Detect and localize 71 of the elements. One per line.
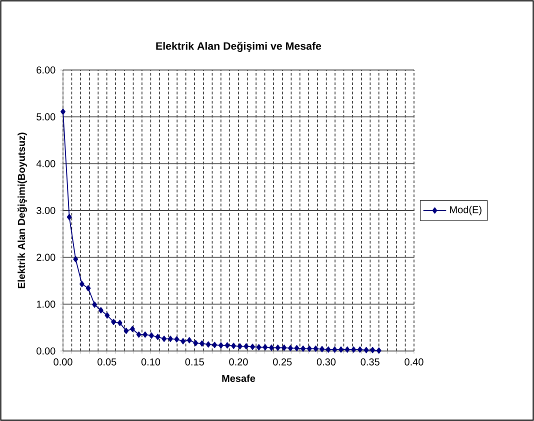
y-tick-label: 6.00 [36, 66, 56, 74]
point [357, 346, 362, 353]
x-tick-label: 0.10 [141, 358, 160, 366]
point [282, 344, 287, 351]
x-axis-title: Mesafe [222, 374, 256, 382]
point [200, 340, 204, 347]
point [104, 312, 110, 319]
point [370, 346, 376, 354]
y-tick-label: 3.00 [36, 206, 56, 214]
point [92, 301, 98, 308]
point [313, 346, 318, 352]
point [288, 345, 293, 352]
point [117, 320, 122, 326]
point [351, 346, 356, 353]
point [275, 344, 280, 351]
point [79, 280, 84, 288]
x-tick-label: 0.15 [185, 358, 204, 366]
x-tick-label: 0.05 [98, 358, 116, 366]
point [306, 346, 312, 352]
point [250, 344, 256, 350]
point [376, 347, 382, 354]
point [148, 332, 154, 339]
point [320, 346, 325, 352]
point [180, 338, 186, 344]
y-tick-label: 1.00 [36, 300, 56, 308]
x-tick-label: 0.30 [316, 358, 336, 366]
point [269, 344, 274, 351]
point [212, 342, 218, 348]
y-axis-title: Elektrik Alan Değişimi(Boyutsuz) [18, 132, 27, 288]
point [60, 108, 66, 115]
point [186, 337, 192, 344]
point [130, 326, 135, 332]
point [168, 336, 173, 342]
point [326, 346, 331, 353]
y-tick-label: 2.00 [36, 254, 56, 261]
point [244, 343, 249, 350]
point [344, 346, 350, 353]
point [300, 346, 306, 352]
point [231, 342, 236, 349]
point [364, 346, 369, 354]
x-tick-label: 0.40 [404, 358, 424, 366]
point [162, 336, 167, 342]
point [73, 256, 78, 262]
point [218, 342, 224, 349]
y-tick-label: 4.00 [36, 160, 56, 168]
point [193, 340, 198, 346]
x-tick-label: 0.20 [229, 358, 248, 366]
point [142, 331, 148, 338]
point [155, 334, 160, 340]
point [294, 345, 300, 352]
x-tick-label: 0.00 [54, 358, 72, 366]
point [136, 331, 142, 338]
x-tick-label: 0.35 [360, 358, 380, 366]
chart-title: Elektrik Alan Değişimi ve Mesafe [156, 42, 322, 52]
y-tick-label: 5.00 [36, 113, 56, 120]
point [256, 344, 262, 350]
point [262, 344, 268, 350]
point [206, 341, 211, 348]
point [338, 346, 344, 353]
point [124, 328, 129, 334]
point [174, 336, 180, 342]
y-tick-label: 0.00 [36, 347, 56, 355]
point [111, 318, 116, 326]
point [224, 342, 230, 349]
point [66, 214, 72, 220]
point [332, 346, 338, 353]
legend-label: Mod(E) [450, 206, 482, 216]
point [86, 285, 91, 292]
x-tick-label: 0.25 [273, 358, 292, 366]
point [237, 343, 242, 350]
point [98, 307, 104, 314]
